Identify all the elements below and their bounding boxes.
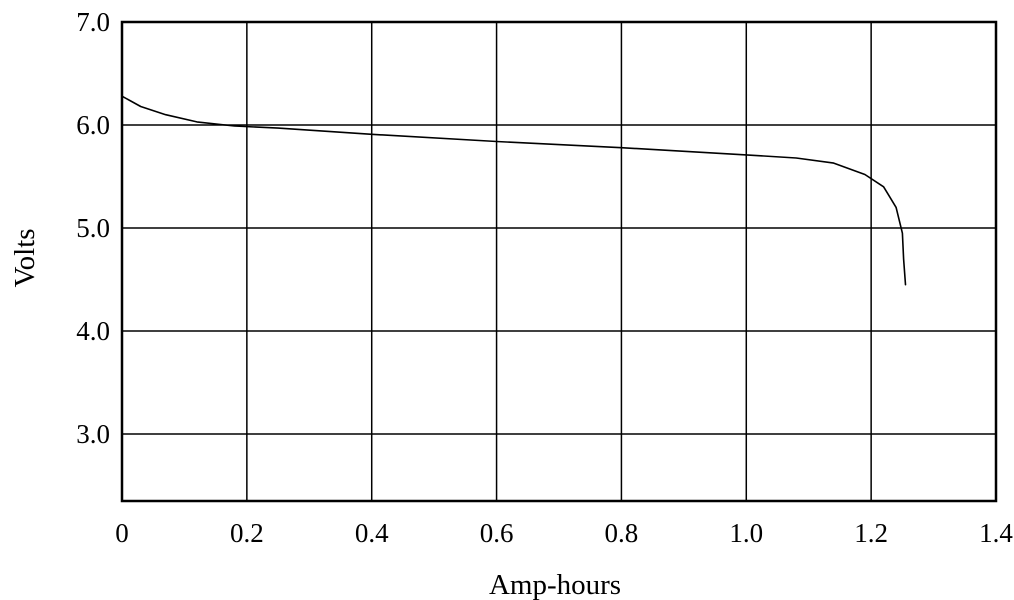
plot-frame xyxy=(120,20,998,503)
x-tick-label: 0.6 xyxy=(480,518,514,548)
x-tick-label: 1.2 xyxy=(854,518,888,548)
tick-labels: 0 0.2 0.4 0.6 0.8 1.0 1.2 1.4 3.0 4.0 5.0 6.0 7.0 xyxy=(76,7,1013,548)
grid-lines xyxy=(122,22,996,501)
x-tick-label: 0.8 xyxy=(605,518,639,548)
series-layer xyxy=(121,95,907,286)
y-tick-label: 4.0 xyxy=(76,316,110,346)
y-axis-title: Volts xyxy=(9,228,41,287)
x-tick-label: 1.0 xyxy=(729,518,763,548)
x-tick-label: 1.4 xyxy=(979,518,1013,548)
y-tick-label: 5.0 xyxy=(76,213,110,243)
x-tick-label: 0.2 xyxy=(230,518,264,548)
y-tick-label: 6.0 xyxy=(76,110,110,140)
x-tick-label: 0.4 xyxy=(355,518,389,548)
x-tick-label: 0 xyxy=(115,518,129,548)
y-tick-label: 3.0 xyxy=(76,419,110,449)
x-axis-title: Amp-hours xyxy=(489,569,621,600)
y-tick-label: 7.0 xyxy=(76,7,110,37)
voltage-curve xyxy=(121,95,907,286)
